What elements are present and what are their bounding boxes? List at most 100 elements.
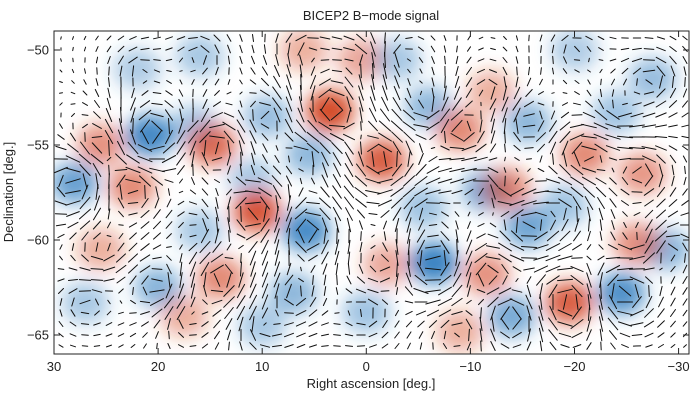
polarization-vector: [617, 310, 633, 316]
polarization-vector: [503, 219, 507, 231]
polarization-vector: [161, 155, 177, 163]
polarization-vector: [656, 88, 666, 98]
polarization-vector: [405, 320, 413, 328]
polarization-vector: [515, 35, 519, 41]
polarization-vector: [538, 327, 544, 343]
polarization-vector: [356, 33, 366, 43]
polarization-vector: [407, 342, 411, 350]
polarization-vector: [307, 37, 319, 39]
polarization-vector: [522, 124, 536, 128]
polarization-vector: [299, 54, 303, 66]
polarization-vector: [557, 267, 573, 271]
polarization-vector: [491, 197, 495, 209]
polarization-vector: [394, 331, 400, 339]
polarization-vector: [402, 109, 416, 121]
polarization-vector: [588, 57, 590, 63]
polarization-vector: [129, 275, 137, 285]
polarization-vector: [251, 152, 255, 166]
polarization-vector: [274, 217, 280, 233]
polarization-vector: [108, 140, 110, 156]
polarization-vector: [358, 96, 364, 112]
polarization-vector: [59, 309, 63, 317]
polarization-vector: [438, 190, 452, 194]
signal-blob: [113, 48, 162, 90]
polarization-vector: [344, 174, 354, 188]
polarization-vector: [431, 87, 435, 99]
polarization-vector: [598, 207, 604, 221]
polarization-vector: [521, 212, 537, 216]
polarization-vector: [331, 36, 343, 40]
polarization-vector: [570, 275, 584, 285]
polarization-vector: [377, 189, 393, 195]
polarization-vector: [83, 35, 87, 41]
polarization-vector: [284, 322, 294, 326]
polarization-vector: [681, 124, 689, 128]
polarization-vector: [188, 130, 198, 144]
polarization-vector: [168, 330, 170, 340]
polarization-vector: [308, 333, 318, 337]
polarization-vector: [156, 342, 158, 350]
polarization-vector: [298, 168, 304, 172]
polarization-vector: [127, 141, 139, 155]
polarization-vector: [167, 272, 171, 288]
polarization-vector: [539, 78, 543, 86]
polarization-vector: [151, 176, 163, 186]
polarization-vector: [125, 166, 141, 174]
polarization-vector: [322, 298, 328, 306]
polarization-vector: [404, 163, 414, 177]
polarization-vector: [489, 143, 497, 153]
polarization-vector: [107, 208, 111, 220]
polarization-vector: [452, 97, 462, 111]
polarization-vector: [358, 85, 364, 101]
polarization-vector: [465, 88, 473, 98]
polarization-vector: [284, 274, 294, 286]
polarization-vector: [668, 124, 678, 128]
polarization-vector: [201, 198, 209, 208]
polarization-vector: [332, 174, 342, 188]
polarization-vector: [552, 153, 554, 165]
polarization-vector: [426, 110, 440, 120]
polarization-vector: [59, 69, 63, 73]
polarization-vector: [201, 165, 209, 175]
polarization-vector: [215, 197, 219, 209]
polarization-vector: [299, 177, 303, 185]
polarization-vector: [176, 130, 186, 144]
signal-blob: [175, 34, 224, 77]
polarization-vector: [226, 188, 232, 196]
polarization-vector: [478, 298, 484, 306]
polarization-vector: [223, 285, 235, 297]
polarization-vector: [533, 201, 549, 205]
polarization-vector: [153, 69, 161, 73]
polarization-vector: [344, 58, 354, 62]
polarization-vector: [466, 230, 472, 242]
polarization-vector: [166, 198, 172, 208]
signal-blob: [342, 291, 391, 334]
polarization-vector: [670, 254, 676, 262]
polarization-vector: [153, 319, 161, 329]
polarization-vector: [360, 231, 362, 241]
polarization-vector: [59, 81, 63, 83]
polarization-vector: [249, 294, 257, 310]
polarization-vector: [607, 317, 619, 331]
polarization-vector: [344, 163, 354, 177]
polarization-vector: [557, 321, 573, 327]
polarization-vector: [140, 232, 150, 240]
polarization-vector: [425, 255, 441, 261]
signal-blob: [550, 31, 599, 71]
polarization-vector: [681, 200, 689, 206]
polarization-vector: [504, 175, 506, 187]
polarization-vector: [323, 274, 327, 286]
polarization-vector: [371, 151, 375, 167]
polarization-vector: [439, 201, 451, 205]
polarization-vector: [345, 67, 353, 75]
polarization-vector: [645, 163, 653, 177]
polarization-vector: [343, 47, 355, 51]
polarization-vector: [274, 239, 280, 255]
polarization-vector: [104, 130, 114, 144]
polarization-vector: [570, 164, 584, 176]
polarization-vector: [455, 229, 459, 243]
polarization-vector: [261, 66, 269, 76]
polarization-vector: [262, 154, 268, 164]
polarization-vector: [66, 211, 80, 217]
polarization-vector: [252, 109, 254, 121]
